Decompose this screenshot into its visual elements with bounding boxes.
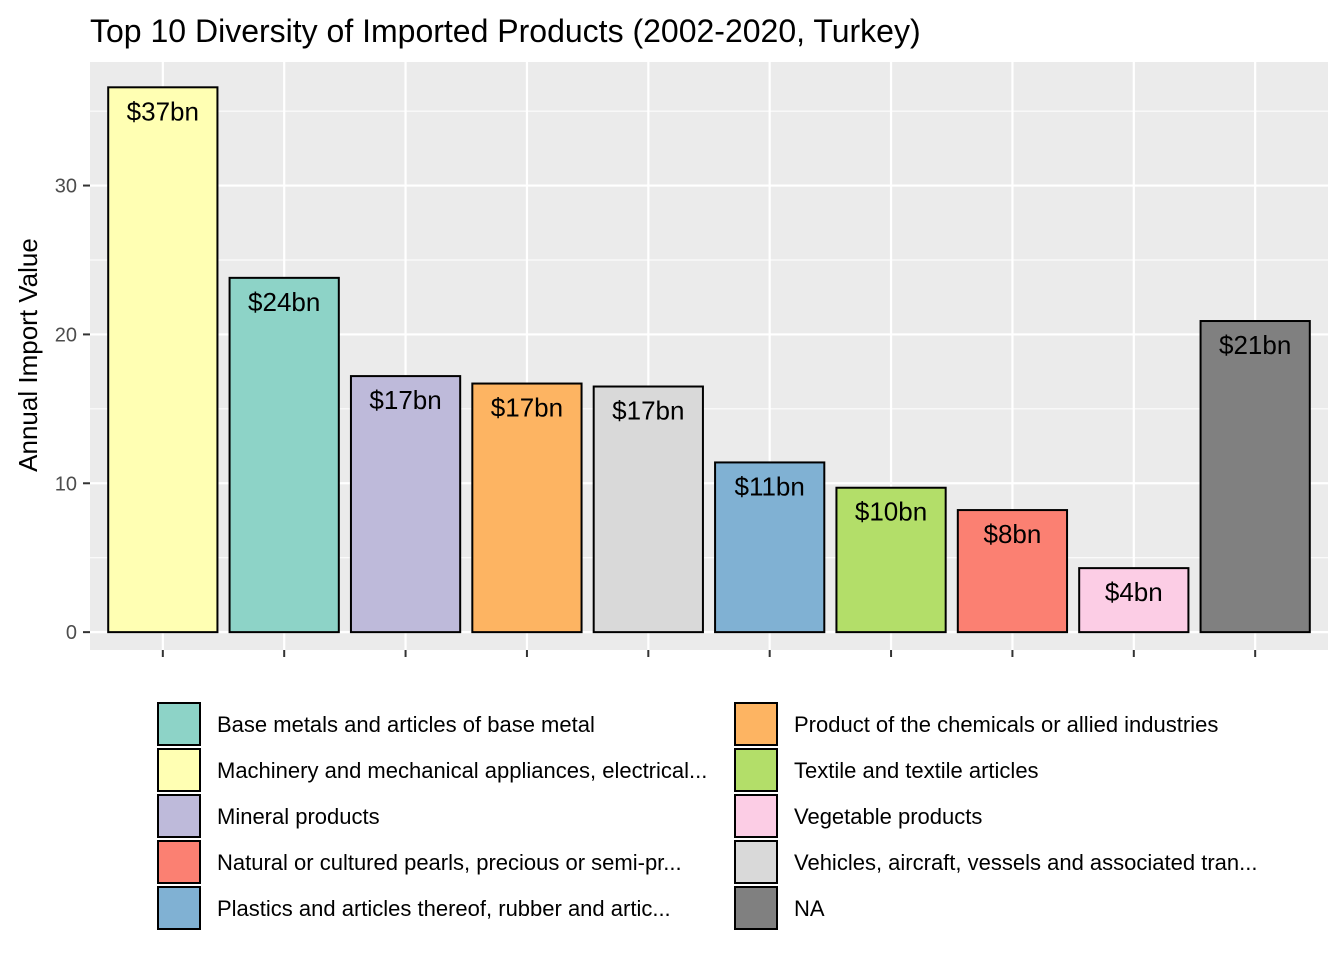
y-tick-label: 20: [55, 324, 77, 346]
bar-value-label: $17bn: [491, 393, 563, 423]
bar: [835, 486, 947, 634]
bar-labels: $37bn $24bn $17bn $17bn $17bn $11bn $10bn $8bn $…: [127, 96, 1292, 607]
chart-title: Top 10 Diversity of Imported Products (2…: [90, 13, 921, 49]
y-axis: 0 10 20 30: [55, 176, 90, 644]
legend-key: [157, 748, 201, 792]
legend-key: [157, 794, 201, 838]
legend-label: Plastics and articles thereof, rubber an…: [217, 896, 671, 921]
bar-value-label: $8bn: [984, 519, 1042, 549]
bar: [228, 276, 340, 634]
bar-value-label: $21bn: [1219, 330, 1291, 360]
legend: Base metals and articles of base metal Ma…: [157, 702, 1257, 930]
bar-value-label: $17bn: [369, 385, 441, 415]
legend-label: Mineral products: [217, 804, 380, 829]
y-axis-title: Annual Import Value: [13, 238, 43, 472]
bar: [1078, 567, 1190, 634]
bar: [714, 461, 826, 634]
legend-key: [734, 794, 778, 838]
legend-key: [157, 702, 201, 746]
legend-key: [157, 840, 201, 884]
x-axis: [161, 650, 1257, 657]
legend-label: Machinery and mechanical appliances, ele…: [217, 758, 707, 783]
bar-value-label: $37bn: [127, 96, 199, 126]
legend-label: Textile and textile articles: [794, 758, 1039, 783]
y-tick-label: 10: [55, 473, 77, 495]
bar-value-label: $11bn: [734, 471, 804, 501]
legend-key: [734, 886, 778, 930]
legend-key: [157, 886, 201, 930]
bar: [1199, 320, 1311, 634]
bar-value-label: $17bn: [612, 396, 684, 426]
y-tick-label: 30: [55, 176, 77, 198]
bar: [956, 509, 1069, 634]
bar: [349, 375, 462, 634]
bar-value-label: $10bn: [855, 497, 927, 527]
legend-key: [734, 840, 778, 884]
legend-label: Vehicles, aircraft, vessels and associat…: [794, 850, 1257, 875]
legend-key: [734, 748, 778, 792]
legend-label: Product of the chemicals or allied indus…: [794, 712, 1218, 737]
bar: [107, 86, 219, 634]
legend-label: NA: [794, 896, 825, 921]
bar: [592, 385, 704, 634]
legend-label: Base metals and articles of base metal: [217, 712, 595, 737]
bar: [471, 382, 583, 634]
bar-value-label: $4bn: [1105, 577, 1163, 607]
legend-label: Natural or cultured pearls, precious or …: [217, 850, 682, 875]
legend-key: [734, 702, 778, 746]
bars: [107, 86, 1311, 634]
bar-value-label: $24bn: [248, 287, 320, 317]
y-tick-label: 0: [66, 622, 77, 644]
legend-label: Vegetable products: [794, 804, 982, 829]
